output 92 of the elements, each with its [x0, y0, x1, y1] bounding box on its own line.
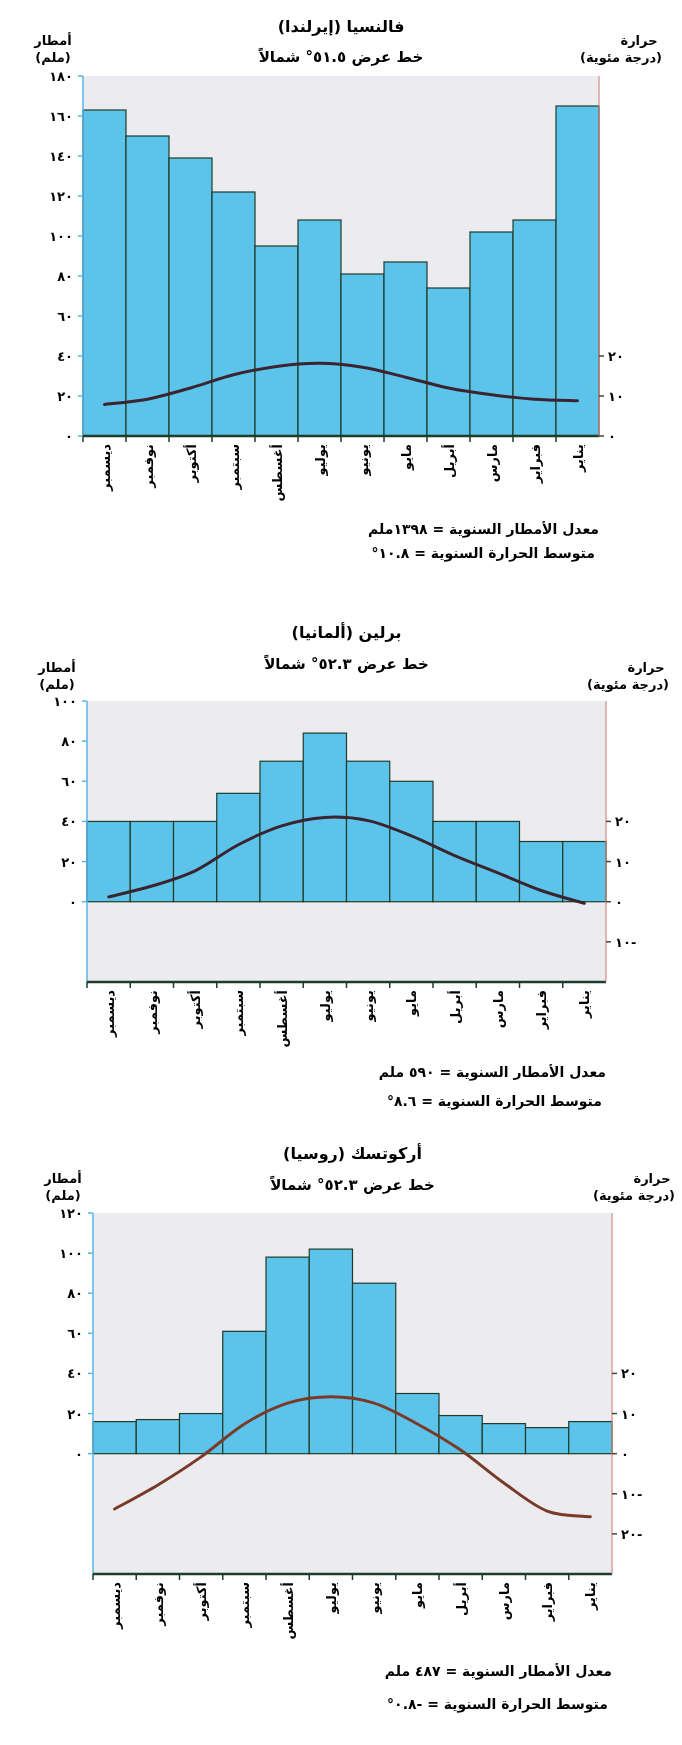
x-tick-label: فبراير	[540, 1582, 556, 1623]
x-tick-label: يناير	[577, 990, 593, 1020]
x-tick-label: أكتوبر	[182, 444, 199, 484]
chart-title: برلين (ألمانيا)	[291, 622, 402, 642]
x-tick-label: يناير	[583, 1582, 599, 1612]
chart-title: أركوتسك (روسيا)	[283, 1143, 422, 1163]
y-tick-label: ٤٠	[61, 814, 77, 830]
y-axis-title: أمطار (ملم)	[33, 32, 72, 65]
x-tick-label: يونيو	[361, 990, 377, 1023]
text: معدل الأمطار السنوية = ١٣٩٨ملم	[368, 521, 599, 538]
x-tick-label: يوليو	[323, 1582, 339, 1615]
x-tick-label: ديسمبر	[107, 1581, 123, 1630]
x-tick-label: أبريل	[440, 444, 457, 478]
x-tick-label: يناير	[570, 444, 586, 474]
y2-axis-title: حرارة (درجة مئوية)	[592, 1171, 676, 1203]
x-tick-label: سبتمبر	[237, 1582, 253, 1629]
y-tick-label: ٦٠	[67, 1326, 83, 1342]
y2-tick-label: ٢٠-	[621, 1526, 643, 1542]
y-tick-label: ١٨٠	[49, 69, 73, 84]
y-tick-label: ٢٠	[61, 854, 77, 870]
y-tick-label: ١٠٠	[53, 694, 77, 709]
x-tick-label: أغسطس	[268, 444, 285, 502]
x-tick-label: فبراير	[534, 990, 550, 1031]
y-tick-label: ٠	[75, 1446, 83, 1462]
chart-subtitle: خط عرض ٥٢.٣° شمالاً	[263, 653, 429, 673]
x-tick-label: أكتوبر	[187, 990, 204, 1030]
y-tick-label: ٤٠	[67, 1366, 83, 1382]
x-tick-label: فبراير	[527, 444, 543, 485]
x-tick-label: نوفمبر	[150, 1582, 166, 1627]
y-tick-label: ١٢٠	[59, 1206, 83, 1221]
y-tick-label: ١٤٠	[49, 149, 73, 164]
y2-tick-label: ٢٠	[608, 349, 624, 364]
y-tick-label: ٠	[69, 894, 77, 910]
y-tick-label: ١٠٠	[59, 1246, 83, 1262]
x-tick-label: مايو	[398, 444, 414, 471]
x-tick-label: مايو	[410, 1582, 426, 1609]
text: معدل الأمطار السنوية = ٥٩٠ ملم	[378, 1064, 606, 1081]
y2-axis-title: حرارة (درجة مئوية)	[586, 660, 670, 692]
x-tick-label: يونيو	[355, 444, 371, 477]
text: متوسط الحرارة السنوية = ١٠.٨°	[371, 545, 595, 562]
y-tick-label: ٦٠	[57, 309, 73, 324]
x-tick-label: سبتمبر	[226, 444, 242, 491]
y-axis-title: أمطار (ملم)	[43, 1170, 82, 1203]
y-tick-label: ١٠٠	[49, 229, 73, 244]
x-tick-label: ديسمبر	[101, 989, 117, 1038]
x-tick-label: مارس	[490, 990, 506, 1029]
text: متوسط الحرارة السنوية = ٨.٦°	[386, 1093, 602, 1110]
y2-tick-label: ١٠-	[621, 1486, 643, 1502]
y2-tick-label: ١٠	[608, 389, 624, 404]
x-tick-label: مارس	[484, 444, 500, 483]
y-tick-label: ١٢٠	[49, 189, 73, 204]
line-series	[107, 815, 586, 905]
y-tick-label: ٦٠	[61, 774, 77, 790]
y2-tick-label: ١٠-	[615, 934, 637, 950]
y-tick-label: ٤٠	[57, 349, 73, 364]
y2-tick-label: ٢٠	[615, 814, 631, 830]
x-tick-label: أبريل	[446, 990, 463, 1024]
y2-tick-label: ٠	[621, 1446, 629, 1462]
x-tick-label: نوفمبر	[140, 444, 156, 489]
y-tick-label: ٠	[65, 429, 73, 444]
chart-subtitle: خط عرض ٥٢.٣° شمالاً	[269, 1174, 435, 1194]
line-series	[103, 361, 579, 406]
y-tick-label: ٨٠	[57, 269, 73, 284]
y2-tick-label: ٢٠	[621, 1366, 637, 1382]
chart-title: فالنسيا (إيرلندا)	[277, 17, 405, 36]
y-tick-label: ٢٠	[67, 1406, 83, 1422]
x-tick-label: أكتوبر	[193, 1582, 210, 1622]
y-axis-title: أمطار (ملم)	[37, 659, 76, 692]
x-tick-label: ديسمبر	[97, 443, 113, 492]
y-tick-label: ٢٠	[57, 389, 73, 404]
x-tick-label: أبريل	[452, 1582, 469, 1616]
y2-tick-label: ١٠	[615, 854, 631, 870]
text: متوسط الحرارة السنوية = -٠.٨°	[387, 1696, 608, 1713]
y2-tick-label: ٠	[615, 894, 623, 910]
x-tick-label: يوليو	[312, 444, 328, 477]
y-tick-label: ١٦٠	[49, 109, 73, 124]
x-tick-label: أغسطس	[279, 1582, 296, 1640]
x-tick-label: يوليو	[317, 990, 333, 1023]
line-series	[113, 1395, 592, 1519]
y2-tick-label: ١٠	[621, 1406, 637, 1422]
x-tick-label: مارس	[496, 1582, 512, 1621]
x-tick-label: يونيو	[367, 1582, 383, 1615]
x-tick-label: نوفمبر	[144, 990, 160, 1035]
x-tick-label: مايو	[404, 990, 420, 1017]
y-tick-label: ٨٠	[67, 1286, 83, 1302]
y2-axis-title: حرارة (درجة مئوية)	[579, 33, 663, 65]
y2-tick-label: ٠	[608, 429, 616, 444]
x-tick-label: سبتمبر	[231, 990, 247, 1037]
x-tick-label: أغسطس	[273, 990, 290, 1048]
text: معدل الأمطار السنوية = ٤٨٧ ملم	[384, 1663, 612, 1680]
chart-subtitle: خط عرض ٥١.٥° شمالاً	[257, 46, 424, 66]
y-tick-label: ٨٠	[61, 734, 77, 750]
